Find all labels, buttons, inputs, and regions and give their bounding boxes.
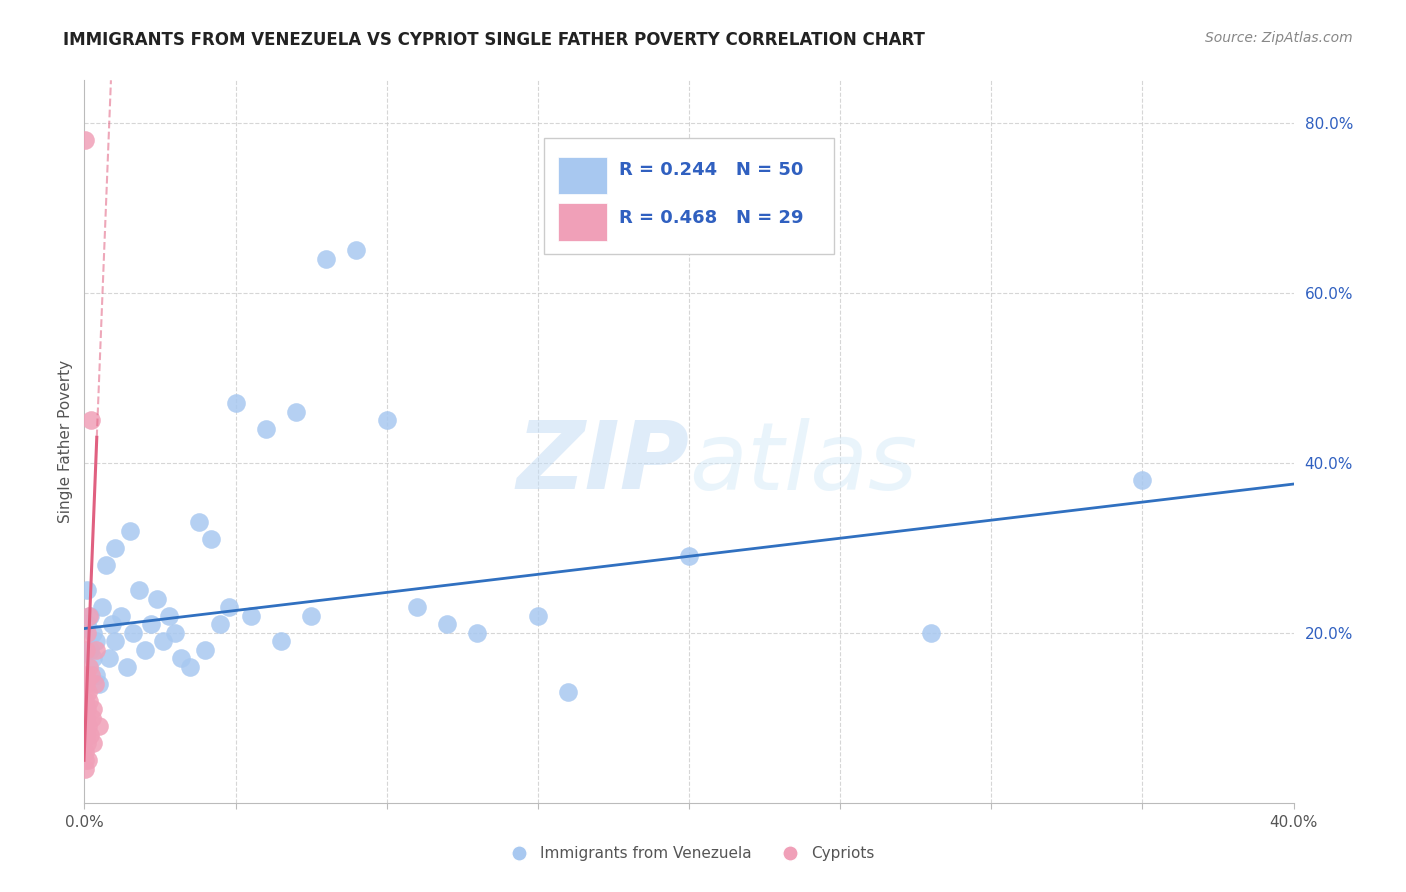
Point — [115, 660, 138, 674]
Point — [91, 600, 114, 615]
Point — [254, 422, 277, 436]
Point — [139, 617, 162, 632]
Point — [239, 608, 262, 623]
Point — [86, 634, 108, 648]
Point — [315, 252, 337, 266]
Point — [73, 745, 96, 759]
Point — [77, 660, 100, 674]
Point — [76, 617, 98, 632]
Point — [527, 608, 550, 623]
Point — [209, 617, 232, 632]
Point — [89, 719, 111, 733]
Point — [97, 651, 120, 665]
Text: IMMIGRANTS FROM VENEZUELA VS CYPRIOT SINGLE FATHER POVERTY CORRELATION CHART: IMMIGRANTS FROM VENEZUELA VS CYPRIOT SIN… — [63, 31, 925, 49]
Point — [75, 728, 97, 742]
Point — [920, 625, 942, 640]
Point — [94, 558, 117, 572]
Point — [76, 702, 98, 716]
Point — [86, 668, 108, 682]
Point — [406, 600, 429, 615]
Point — [77, 719, 100, 733]
Text: R = 0.468   N = 29: R = 0.468 N = 29 — [619, 209, 803, 227]
Point — [75, 694, 97, 708]
Point — [77, 608, 100, 623]
Point — [165, 625, 187, 640]
Point — [76, 736, 98, 750]
Point — [128, 583, 150, 598]
Point — [1130, 473, 1153, 487]
Point — [225, 396, 247, 410]
Point — [73, 719, 96, 733]
Point — [75, 668, 97, 682]
Point — [73, 753, 96, 767]
Bar — [558, 157, 607, 194]
Point — [200, 533, 222, 547]
Point — [104, 541, 127, 555]
Point — [73, 133, 96, 147]
Point — [375, 413, 398, 427]
Point — [285, 405, 308, 419]
Point — [121, 625, 143, 640]
Point — [82, 651, 104, 665]
Point — [188, 516, 211, 530]
Point — [82, 702, 104, 716]
Point — [82, 736, 104, 750]
Text: Source: ZipAtlas.com: Source: ZipAtlas.com — [1205, 31, 1353, 45]
Point — [194, 642, 217, 657]
Point — [82, 625, 104, 640]
Point — [86, 642, 108, 657]
Point — [79, 608, 101, 623]
Bar — [544, 138, 834, 253]
Y-axis label: Single Father Poverty: Single Father Poverty — [58, 360, 73, 523]
Point — [118, 524, 141, 538]
Point — [80, 711, 103, 725]
Point — [79, 728, 101, 742]
Point — [100, 617, 122, 632]
Point — [76, 625, 98, 640]
Bar — [558, 203, 607, 241]
Point — [218, 600, 240, 615]
Point — [270, 634, 292, 648]
Point — [76, 677, 98, 691]
Text: atlas: atlas — [689, 417, 917, 508]
Point — [179, 660, 201, 674]
Point — [89, 677, 111, 691]
Point — [104, 634, 127, 648]
Point — [146, 591, 169, 606]
Point — [299, 608, 322, 623]
Point — [75, 642, 97, 657]
Text: R = 0.244   N = 50: R = 0.244 N = 50 — [619, 161, 803, 179]
Point — [80, 413, 103, 427]
Point — [77, 753, 100, 767]
Point — [75, 762, 97, 776]
Point — [134, 642, 156, 657]
Point — [76, 685, 98, 699]
Point — [152, 634, 174, 648]
Point — [557, 685, 579, 699]
Point — [436, 617, 458, 632]
Point — [467, 625, 489, 640]
Point — [170, 651, 193, 665]
Point — [346, 244, 368, 258]
Point — [80, 668, 103, 682]
Point — [84, 677, 107, 691]
Point — [75, 711, 97, 725]
Point — [678, 549, 700, 564]
Point — [157, 608, 180, 623]
Point — [79, 642, 101, 657]
Point — [79, 694, 101, 708]
Point — [110, 608, 132, 623]
Point — [76, 583, 98, 598]
Legend: Immigrants from Venezuela, Cypriots: Immigrants from Venezuela, Cypriots — [498, 840, 880, 867]
Text: ZIP: ZIP — [516, 417, 689, 509]
